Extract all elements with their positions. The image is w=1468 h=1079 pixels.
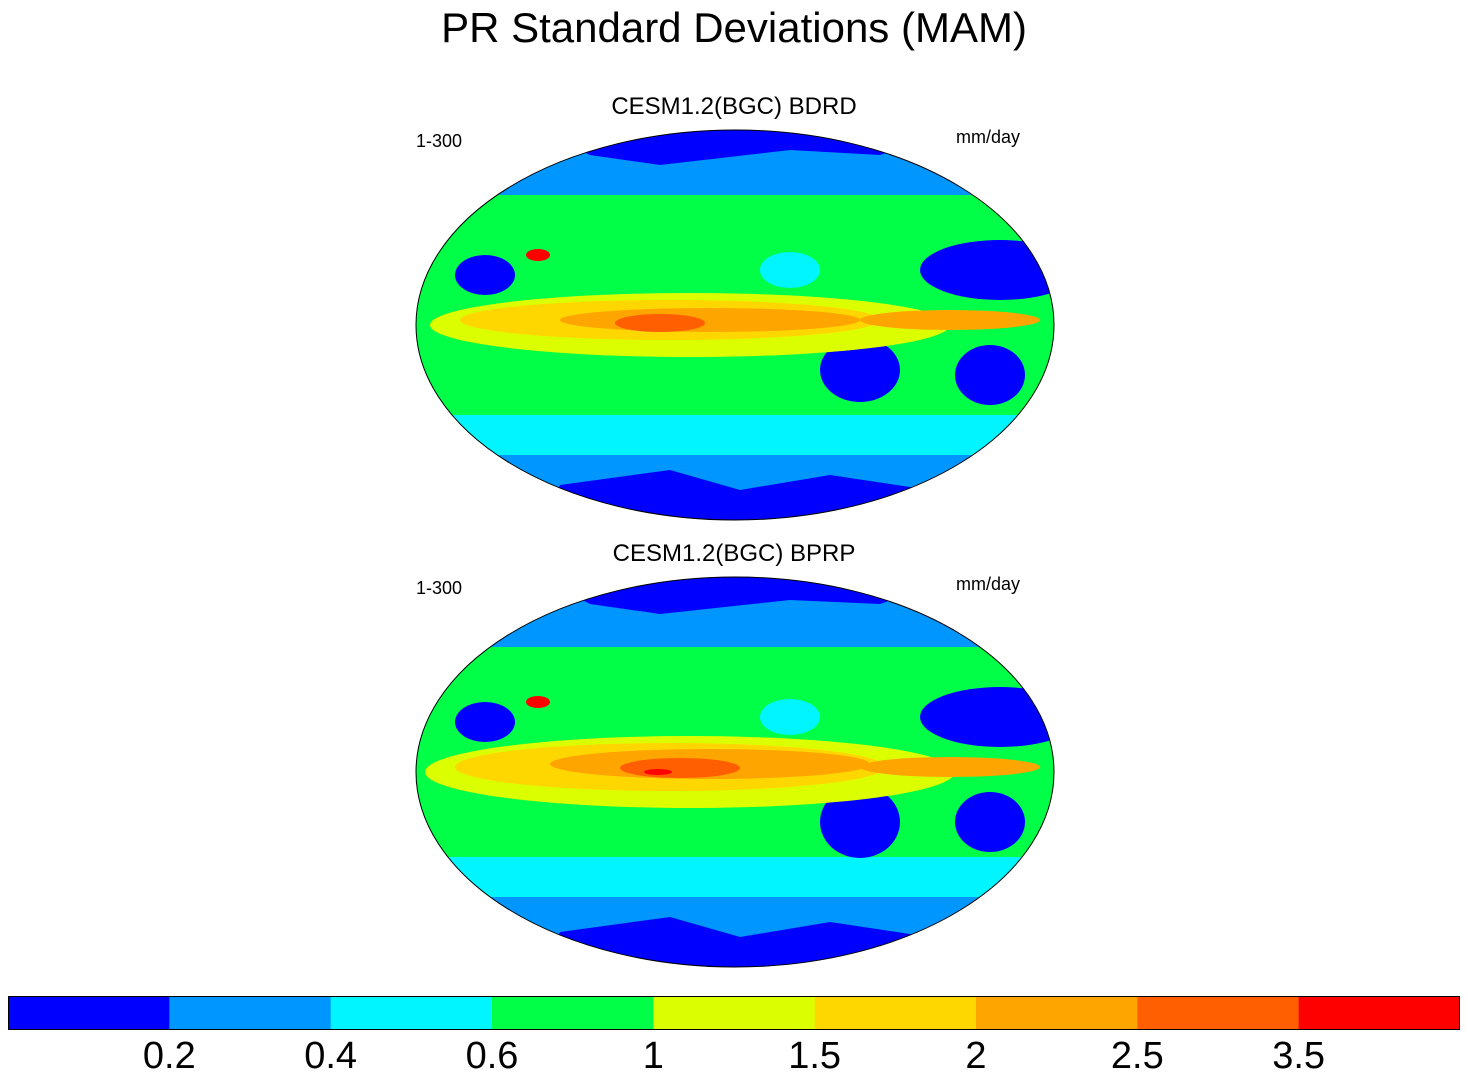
panel-2-units-label: mm/day <box>956 574 1021 594</box>
panel-1-period-label: 1-300 <box>416 131 463 151</box>
colorbar-tick-label: 3.5 <box>1272 1035 1326 1077</box>
se-pacific-dry <box>820 786 900 858</box>
colorbar-tick-label: 0.2 <box>142 1035 196 1077</box>
colorbar-tick-label: 1 <box>642 1035 664 1077</box>
colorbar-tick-label: 2.5 <box>1110 1035 1164 1077</box>
colorbar-outline <box>8 996 1460 1030</box>
colorbar-tick-label: 0.4 <box>304 1035 358 1077</box>
colorbar-swatch <box>1137 996 1300 1030</box>
s-atlantic-dry <box>955 345 1025 405</box>
atlantic-itcz <box>860 757 1040 777</box>
colorbar-swatch <box>653 996 816 1030</box>
s-atlantic-dry <box>955 792 1025 852</box>
warm-pool-max <box>615 314 705 332</box>
colorbar-swatch <box>8 996 170 1030</box>
map-outline <box>415 576 1055 968</box>
n-africa-dry <box>455 255 515 295</box>
atlantic-itcz <box>860 310 1040 330</box>
colorbar-tick-label: 0.6 <box>465 1035 519 1077</box>
map-outline <box>415 129 1055 521</box>
panel-1-map <box>415 129 1055 521</box>
panel-2-period-label: 1-300 <box>416 578 463 598</box>
warm-pool-peak <box>644 769 672 775</box>
colorbar-tick-label: 1.5 <box>788 1035 842 1077</box>
warm-pool-max <box>620 758 740 778</box>
colorbar-swatch <box>330 996 493 1030</box>
colorbar-tick-label: 2 <box>965 1035 987 1077</box>
colorbar-swatch <box>1298 996 1460 1030</box>
colorbar-swatch <box>976 996 1138 1030</box>
colorbar-swatch <box>492 996 654 1030</box>
colorbar-swatch <box>814 996 977 1030</box>
kuroshio-max <box>526 249 550 261</box>
figure-title: PR Standard Deviations (MAM) <box>441 4 1027 51</box>
itcz-orange <box>560 308 860 332</box>
ne-pacific-dry <box>760 699 820 735</box>
kuroshio-max <box>526 696 550 708</box>
ne-pacific-dry <box>760 252 820 288</box>
colorbar-swatch <box>169 996 332 1030</box>
panel-1-units-label: mm/day <box>956 127 1021 147</box>
n-africa-dry <box>455 702 515 742</box>
panel-2-title: CESM1.2(BGC) BPRP <box>612 540 856 567</box>
colorbar <box>8 996 1460 1030</box>
se-pacific-dry <box>820 338 900 402</box>
panel-2-map <box>415 576 1055 968</box>
panel-1-title: CESM1.2(BGC) BDRD <box>611 93 857 120</box>
